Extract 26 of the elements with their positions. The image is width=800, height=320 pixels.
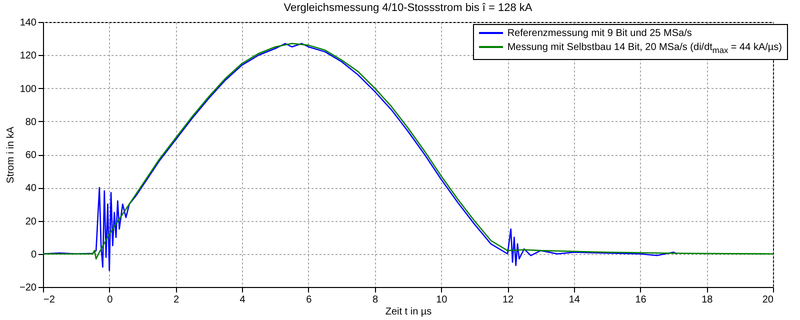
x-tick-label: −2 <box>44 294 56 306</box>
x-tick-label: 6 <box>306 294 312 306</box>
y-tick-label: 0 <box>30 249 37 260</box>
x-tick-label: 12 <box>502 294 514 306</box>
x-tick-label: 20 <box>762 294 774 306</box>
y-tick-label: 80 <box>25 116 37 128</box>
y-tick-label: 60 <box>25 150 37 161</box>
x-tick-label: 10 <box>436 294 448 306</box>
x-tick-label: 2 <box>173 294 180 306</box>
chart-title: Vergleichsmessung 4/10-Stossstrom bis î = 128 kA <box>284 2 533 14</box>
x-tick-label: 8 <box>372 294 379 306</box>
y-tick-label: −20 <box>20 282 37 294</box>
x-tick-label: 16 <box>635 294 647 306</box>
y-tick-label: 40 <box>25 183 37 194</box>
x-tick-label: 0 <box>107 294 114 306</box>
y-tick-label: 100 <box>20 84 37 95</box>
y-tick-label: 140 <box>20 18 37 28</box>
legend-label: Messung mit Selbstbau 14 Bit, 20 MSa/s (di/dt$_{max}$ = 44 kA/µs) <box>507 42 782 55</box>
x-tick-label: 14 <box>568 294 580 306</box>
y-axis-title: Strom i in kA <box>6 126 17 184</box>
x-axis-title: Zeit t in µs <box>385 306 432 318</box>
y-tick-label: 120 <box>20 50 37 62</box>
x-tick-label: 18 <box>702 294 714 306</box>
y-tick-label: 20 <box>25 216 37 228</box>
x-tick-label: 4 <box>240 294 246 306</box>
legend-label: Referenzmessung mit 9 Bit und 25 MSa/s <box>507 28 692 39</box>
